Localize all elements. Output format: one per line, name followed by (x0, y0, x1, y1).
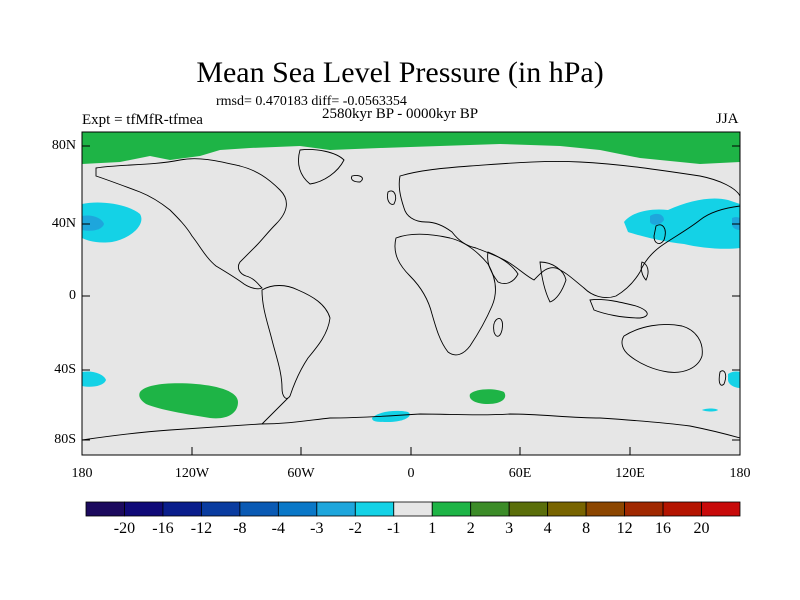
colorbar-swatch (201, 501, 241, 517)
lon-label-120e: 120E (615, 466, 645, 481)
colorbar-swatch (508, 501, 549, 517)
colorbar-label: 12 (616, 520, 633, 537)
colorbar-swatch (701, 501, 741, 517)
colorbar-label: -8 (233, 520, 247, 537)
colorbar-swatch (124, 501, 164, 517)
colorbar-label: 1 (428, 520, 437, 537)
south-east-neg (728, 371, 740, 388)
south-indian-anomaly (469, 389, 506, 404)
colorbar-swatch (470, 501, 510, 517)
south-west-neg (82, 371, 106, 387)
colorbar-swatch (624, 501, 664, 517)
lon-label-180w: 180 (71, 466, 93, 481)
lat-label-0: 0 (69, 288, 76, 303)
colorbar-label: -3 (310, 520, 324, 537)
colorbar-swatch (354, 501, 395, 517)
plot-title: Mean Sea Level Pressure (in hPa) (196, 56, 604, 89)
lat-label-40n: 40N (51, 216, 76, 231)
colorbar-label: -12 (190, 520, 213, 537)
lon-label-0: 0 (407, 466, 415, 481)
south-east-small (702, 408, 718, 412)
colorbar-swatch (662, 501, 702, 517)
lat-label-80n: 80N (51, 138, 76, 153)
lon-label-60w: 60W (287, 466, 315, 481)
colorbar-label: 3 (505, 520, 514, 537)
south-pacific-anomaly (139, 383, 238, 419)
colorbar-label: -4 (271, 520, 285, 537)
colorbar-label: 2 (466, 520, 475, 537)
colorbar-label: -20 (113, 520, 136, 537)
colorbar-swatch (85, 501, 125, 517)
colorbar-swatch (393, 501, 433, 517)
lon-label-180e: 180 (729, 466, 751, 481)
map-ticks (81, 145, 741, 455)
lat-label-40s: 40S (54, 362, 76, 377)
npac-east-inner (650, 213, 664, 225)
npac-west-anomaly (82, 202, 142, 243)
colorbar-label: 8 (582, 520, 591, 537)
colorbar-label: -16 (152, 520, 174, 537)
lon-label-120w: 120W (174, 466, 210, 481)
colorbar-label: 4 (543, 520, 552, 537)
south-atlantic-neg (372, 410, 410, 422)
colorbar-swatch (239, 501, 279, 517)
colorbar-label: -1 (387, 520, 401, 537)
arctic-anomaly (82, 132, 740, 164)
colorbar-label: 20 (693, 520, 710, 537)
colorbar-swatch (316, 501, 356, 517)
colorbar-swatch (431, 501, 472, 517)
season-label: JJA (716, 111, 739, 127)
npac-east-anomaly (624, 198, 740, 249)
coastlines (82, 149, 740, 441)
lon-label-60e: 60E (508, 466, 532, 481)
experiment-label: Expt = tfMfR-tfmea (82, 112, 203, 128)
lat-label-80s: 80S (54, 432, 76, 447)
colorbar-swatch (277, 501, 318, 517)
colorbar-label: 16 (655, 520, 672, 537)
npac-west-core (82, 215, 104, 231)
colorbar-label: -2 (348, 520, 362, 537)
colorbar-swatch (162, 501, 202, 517)
colorbar-swatch (547, 501, 587, 517)
period-label: 2580kyr BP - 0000kyr BP (322, 106, 479, 122)
stats-text: rmsd= 0.470183 diff= -0.0563354 (216, 94, 407, 109)
colorbar-swatch (585, 501, 625, 517)
